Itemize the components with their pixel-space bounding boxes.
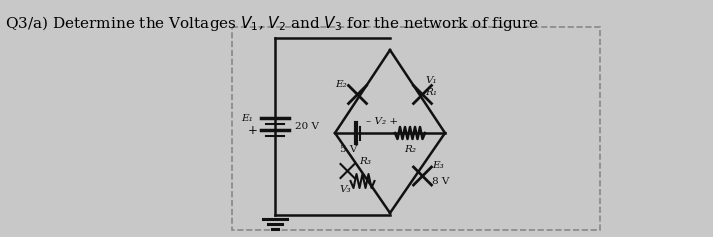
Bar (232, 27, 600, 230)
Text: 20 V: 20 V (295, 122, 319, 131)
Text: E₁: E₁ (241, 114, 253, 123)
Text: – V₂ +: – V₂ + (366, 117, 398, 126)
Text: R₃: R₃ (359, 158, 371, 167)
Text: V₁: V₁ (426, 76, 437, 85)
Text: +: + (248, 124, 258, 137)
Text: Q3/a) Determine the Voltages $\mathit{V_1}$, $\mathit{V_2}$ and $\mathit{V_3}$ f: Q3/a) Determine the Voltages $\mathit{V_… (5, 14, 539, 33)
Text: 5 V: 5 V (340, 145, 358, 154)
Text: E₃: E₃ (433, 161, 444, 170)
Text: V₃: V₃ (339, 186, 352, 195)
Text: 8 V: 8 V (433, 178, 450, 187)
Text: R₂: R₂ (404, 145, 416, 154)
Text: R₁: R₁ (426, 88, 438, 97)
Text: E₂: E₂ (336, 80, 347, 89)
